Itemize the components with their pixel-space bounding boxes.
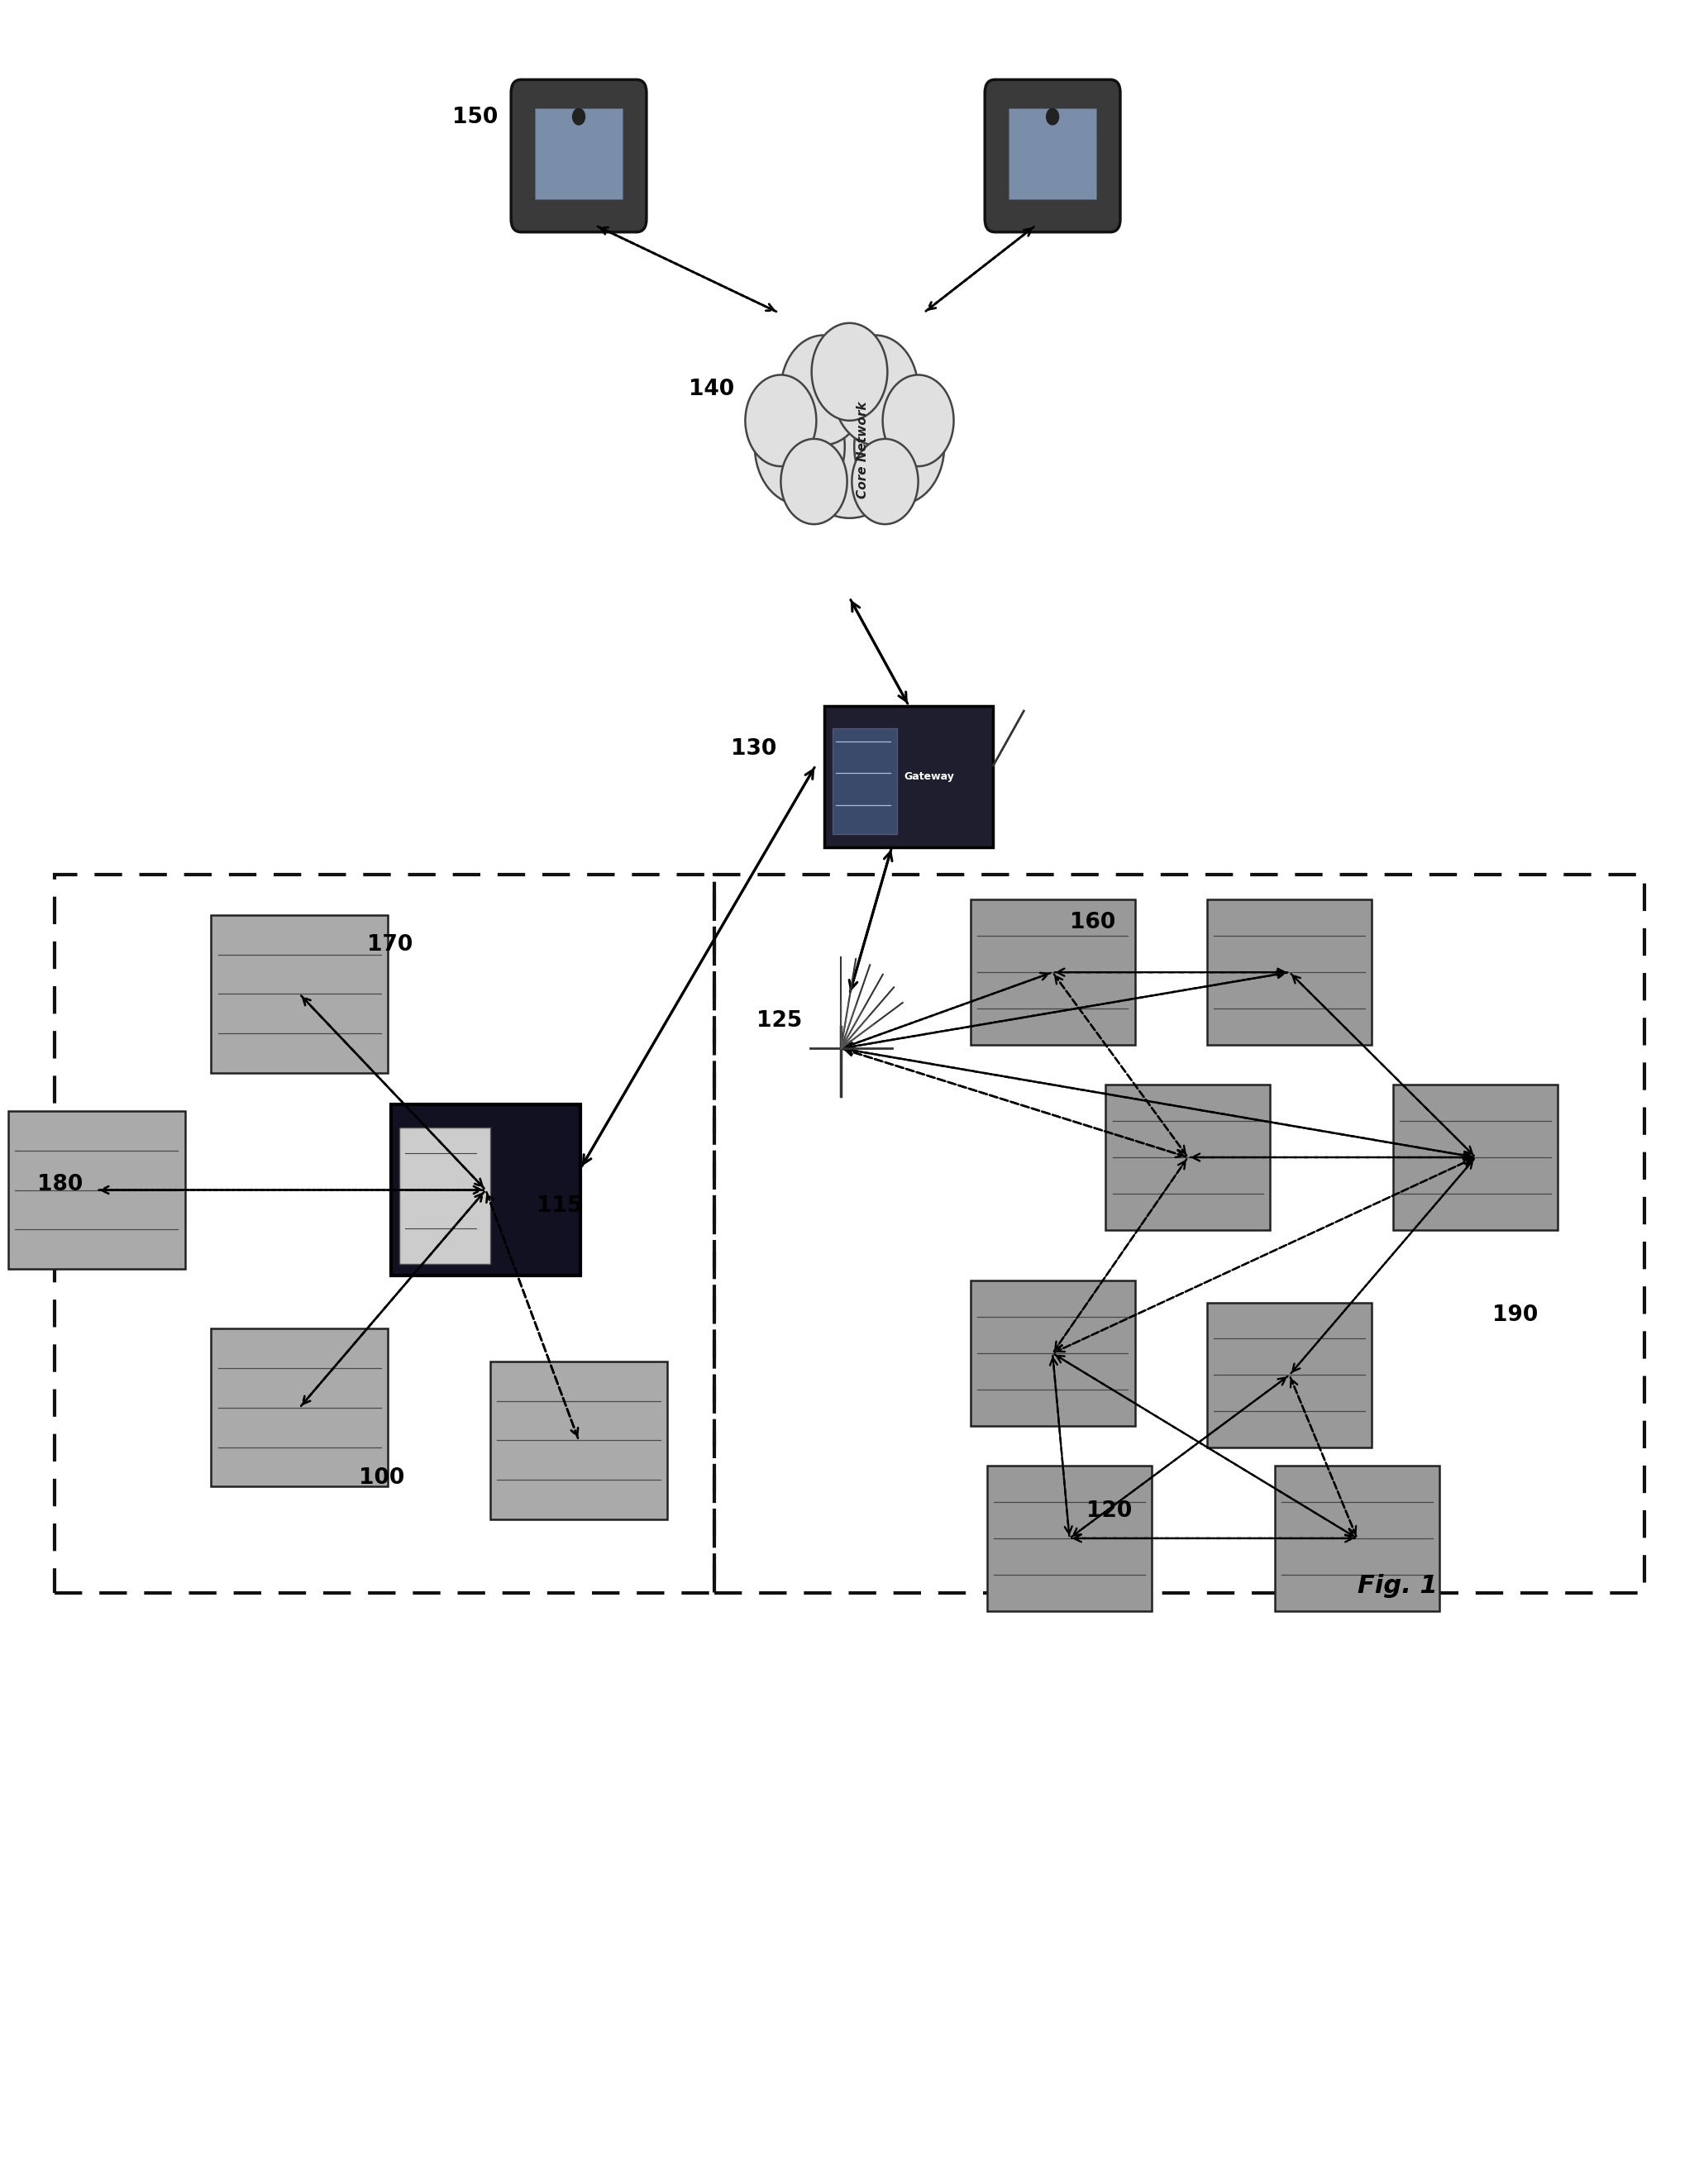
FancyBboxPatch shape xyxy=(985,79,1120,232)
Circle shape xyxy=(788,360,911,518)
FancyBboxPatch shape xyxy=(8,1112,185,1269)
Bar xyxy=(714,874,1645,1592)
FancyBboxPatch shape xyxy=(391,1105,579,1275)
FancyBboxPatch shape xyxy=(399,1127,491,1265)
FancyBboxPatch shape xyxy=(970,1280,1135,1426)
Text: 180: 180 xyxy=(37,1173,83,1195)
FancyBboxPatch shape xyxy=(1393,1085,1558,1230)
FancyBboxPatch shape xyxy=(211,1328,387,1487)
Text: 125: 125 xyxy=(756,1011,802,1031)
Bar xyxy=(54,874,714,1592)
FancyBboxPatch shape xyxy=(211,915,387,1072)
Text: 130: 130 xyxy=(731,738,776,760)
Circle shape xyxy=(746,376,816,467)
Circle shape xyxy=(812,323,887,422)
Circle shape xyxy=(782,439,848,524)
Text: 120: 120 xyxy=(1086,1500,1132,1522)
FancyBboxPatch shape xyxy=(511,79,646,232)
Circle shape xyxy=(782,334,866,446)
Text: 140: 140 xyxy=(688,378,734,400)
FancyBboxPatch shape xyxy=(970,900,1135,1044)
FancyBboxPatch shape xyxy=(1208,1302,1371,1448)
FancyBboxPatch shape xyxy=(1009,109,1096,199)
FancyBboxPatch shape xyxy=(824,705,994,847)
Text: 160: 160 xyxy=(1069,913,1115,935)
Text: Fig. 1: Fig. 1 xyxy=(1358,1575,1437,1599)
Circle shape xyxy=(833,334,917,446)
Circle shape xyxy=(851,439,917,524)
Circle shape xyxy=(883,376,953,467)
Text: 100: 100 xyxy=(358,1468,404,1489)
Circle shape xyxy=(855,389,945,505)
FancyBboxPatch shape xyxy=(1106,1085,1271,1230)
Circle shape xyxy=(754,389,844,505)
Text: 115: 115 xyxy=(537,1195,583,1216)
Circle shape xyxy=(1047,107,1058,124)
FancyBboxPatch shape xyxy=(1208,900,1371,1044)
Text: Gateway: Gateway xyxy=(904,771,955,782)
FancyBboxPatch shape xyxy=(535,109,624,199)
FancyBboxPatch shape xyxy=(987,1465,1152,1612)
Text: 190: 190 xyxy=(1492,1304,1538,1326)
FancyBboxPatch shape xyxy=(1274,1465,1439,1612)
Text: 170: 170 xyxy=(367,935,413,954)
Text: 150: 150 xyxy=(452,107,498,129)
Circle shape xyxy=(573,107,586,124)
FancyBboxPatch shape xyxy=(833,727,897,834)
Text: Core Network: Core Network xyxy=(856,402,870,498)
FancyBboxPatch shape xyxy=(491,1361,668,1520)
